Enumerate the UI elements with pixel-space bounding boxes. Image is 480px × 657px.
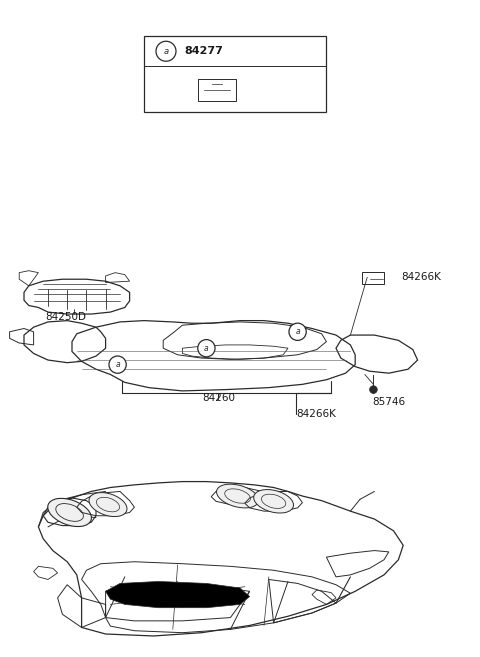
- Bar: [198, 79, 236, 101]
- Bar: [362, 272, 384, 284]
- Text: 85746: 85746: [372, 397, 405, 407]
- Ellipse shape: [48, 499, 92, 526]
- Text: 84250D: 84250D: [46, 312, 86, 323]
- Circle shape: [109, 356, 126, 373]
- Text: 84266K: 84266K: [401, 272, 441, 283]
- Ellipse shape: [254, 489, 293, 513]
- Polygon shape: [106, 581, 250, 608]
- Bar: [144, 36, 326, 112]
- Ellipse shape: [216, 484, 259, 508]
- Circle shape: [289, 323, 306, 340]
- Circle shape: [370, 386, 377, 394]
- Circle shape: [198, 340, 215, 357]
- Text: a: a: [163, 47, 168, 56]
- Text: a: a: [204, 344, 209, 353]
- Text: 84260: 84260: [202, 393, 235, 403]
- Text: a: a: [115, 360, 120, 369]
- Text: 84277: 84277: [184, 46, 223, 57]
- Circle shape: [156, 41, 176, 61]
- Text: a: a: [295, 327, 300, 336]
- Ellipse shape: [89, 493, 127, 516]
- Text: 84266K: 84266K: [297, 409, 336, 419]
